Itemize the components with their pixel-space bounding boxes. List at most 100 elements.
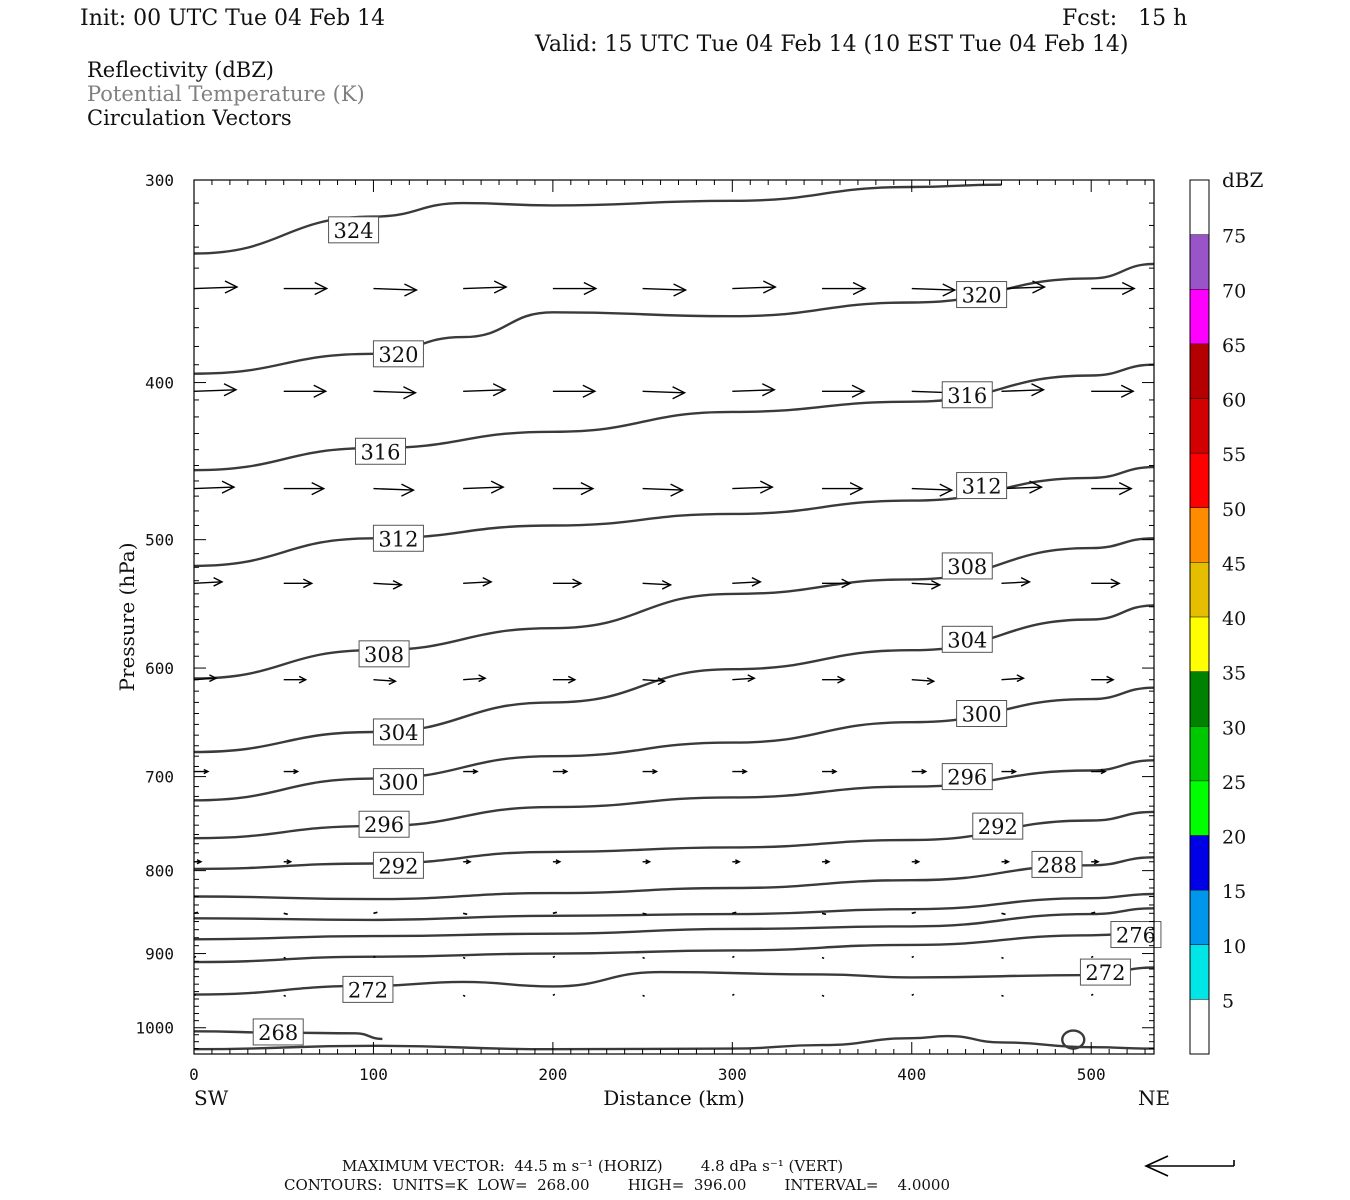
colorbar-segment xyxy=(1190,671,1209,727)
y-tick-labels: 300 400 500 600 700 800 900 1000 xyxy=(135,171,174,1038)
vector-head xyxy=(851,384,866,398)
vector-head xyxy=(567,675,577,684)
vector-head xyxy=(672,386,687,400)
vector-head xyxy=(1106,675,1115,684)
vector-head xyxy=(735,859,741,865)
vector-head xyxy=(213,577,224,587)
y-tick-label: 1000 xyxy=(135,1019,174,1038)
vector-shaft xyxy=(911,487,952,491)
colorbar-tick-label: 40 xyxy=(1222,608,1246,630)
contour-label: 296 xyxy=(364,813,404,837)
colorbar-tick-label: 50 xyxy=(1222,499,1246,521)
theta-contour-closed xyxy=(1061,1029,1086,1050)
x-tick-labels: 0 100 200 300 400 500 xyxy=(189,1065,1105,1084)
vector-head xyxy=(221,480,236,494)
vector-shaft xyxy=(373,287,417,291)
vector-head xyxy=(1020,577,1032,587)
vector-shaft xyxy=(911,582,940,586)
vector-shaft xyxy=(642,390,685,394)
vector-shaft xyxy=(373,678,396,682)
vector-head xyxy=(657,677,667,686)
contour-label: 268 xyxy=(258,1021,298,1045)
vector-head xyxy=(582,384,597,398)
vector-head xyxy=(652,768,659,775)
vector-head xyxy=(942,283,957,297)
init-time: Init: 00 UTC Tue 04 Feb 14 xyxy=(80,6,385,31)
colorbar-segment xyxy=(1190,944,1209,1000)
x-axis-end-label: NE xyxy=(1138,1086,1170,1110)
vector-shaft xyxy=(463,286,507,290)
theta-contour-268 xyxy=(193,1030,383,1041)
vector-head xyxy=(849,481,864,496)
x-tick-label: 300 xyxy=(718,1065,747,1084)
contour-label-box xyxy=(956,281,1008,309)
vector-stub xyxy=(373,911,378,915)
contour-label-box xyxy=(372,340,424,368)
vector-head xyxy=(939,483,954,497)
vector-head xyxy=(293,768,300,775)
contour-label: 308 xyxy=(364,643,404,667)
vector-head xyxy=(1093,859,1100,865)
contour-label: 272 xyxy=(348,978,388,1002)
contour-label: 312 xyxy=(378,527,418,551)
vector-head xyxy=(837,675,846,684)
vector-head xyxy=(824,859,831,865)
vector-stub xyxy=(283,994,287,998)
colorbar-segment xyxy=(1190,507,1209,563)
vector-head xyxy=(562,768,569,775)
contour-label: 324 xyxy=(334,219,374,243)
contour-label-box xyxy=(956,700,1008,728)
theta-contour-272 xyxy=(193,966,1155,996)
vector-shaft xyxy=(642,287,686,291)
vector-stub xyxy=(1001,994,1004,998)
vector-head xyxy=(583,281,598,296)
contour-label-box xyxy=(358,810,410,838)
vector-head xyxy=(311,481,326,496)
contour-label-box xyxy=(941,552,993,580)
field-label-vectors: Circulation Vectors xyxy=(87,106,292,130)
vector-stub xyxy=(731,955,735,959)
y-tick-label: 300 xyxy=(145,171,174,190)
colorbar-segment xyxy=(1190,617,1209,672)
vector-shaft xyxy=(463,677,486,681)
vector-head xyxy=(303,578,314,589)
contour-info: CONTOURS: UNITS=K LOW= 268.00 HIGH= 396.… xyxy=(284,1176,950,1194)
vector-shaft xyxy=(373,582,402,586)
vector-shaft xyxy=(642,582,671,586)
vector-head xyxy=(741,768,748,775)
contour-label: 272 xyxy=(1085,961,1125,985)
vector-shaft xyxy=(373,390,416,394)
colorbar-tick-label: 65 xyxy=(1222,335,1246,357)
x-tick-label: 400 xyxy=(897,1065,926,1084)
vector-stub xyxy=(283,912,288,916)
vector-head xyxy=(203,768,210,775)
theta-contour-324 xyxy=(193,183,1002,255)
vector-shaft xyxy=(193,286,238,290)
contour-label-box xyxy=(1031,850,1083,878)
vector-stub xyxy=(552,993,556,997)
contour-label-box xyxy=(941,763,993,791)
vector-head xyxy=(392,580,404,590)
contour-label: 316 xyxy=(947,384,987,408)
vector-head xyxy=(931,580,942,590)
colorbar-tick-label: 60 xyxy=(1222,390,1246,412)
vector-head xyxy=(490,480,505,494)
colorbar-title: dBZ xyxy=(1222,168,1264,192)
vector-head xyxy=(914,859,921,865)
vector-head xyxy=(555,859,562,865)
vector-shaft xyxy=(911,287,955,291)
x-tick-label: 0 xyxy=(189,1065,199,1084)
colorbar-segment xyxy=(1190,999,1209,1054)
plot-frame xyxy=(193,179,1155,1055)
vector-head xyxy=(645,859,652,865)
contour-label: 320 xyxy=(962,284,1002,308)
vector-head xyxy=(661,580,673,590)
vector-head xyxy=(1032,280,1047,294)
theta-contour-308 xyxy=(193,537,1155,680)
vector-head xyxy=(482,577,493,587)
vector-stub xyxy=(283,956,287,960)
colorbar-tick-label: 25 xyxy=(1222,772,1246,794)
contour-label-box xyxy=(372,768,424,796)
vector-head xyxy=(852,281,867,296)
